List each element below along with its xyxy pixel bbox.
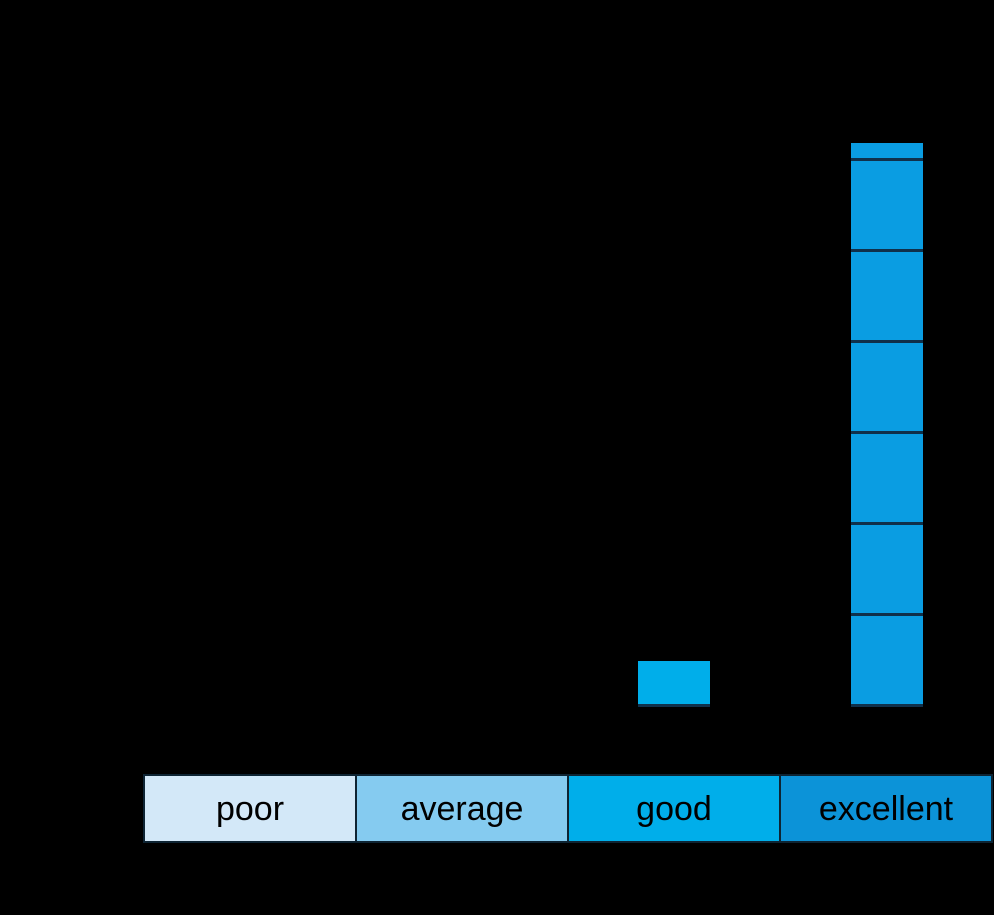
bar-column-excellent[interactable] — [851, 143, 923, 707]
category-cell-average: average — [357, 776, 567, 841]
category-label-average: average — [400, 789, 524, 828]
bar-block[interactable] — [851, 343, 923, 434]
bar-block[interactable] — [638, 661, 710, 707]
category-label-poor: poor — [215, 789, 285, 828]
category-cell-excellent: excellent — [781, 776, 991, 841]
bar-block[interactable] — [851, 161, 923, 252]
category-cell-poor: poor — [145, 776, 355, 841]
bar-block[interactable] — [851, 252, 923, 343]
category-label-good: good — [636, 789, 712, 828]
bar-block[interactable] — [851, 434, 923, 525]
bar-block[interactable] — [851, 616, 923, 707]
bar-block[interactable] — [851, 143, 923, 161]
bar-column-good[interactable] — [638, 661, 710, 707]
bar-block[interactable] — [851, 525, 923, 616]
category-cell-good: good — [569, 776, 779, 841]
category-axis: poor average good excellent — [143, 774, 993, 843]
category-label-excellent: excellent — [818, 789, 954, 828]
